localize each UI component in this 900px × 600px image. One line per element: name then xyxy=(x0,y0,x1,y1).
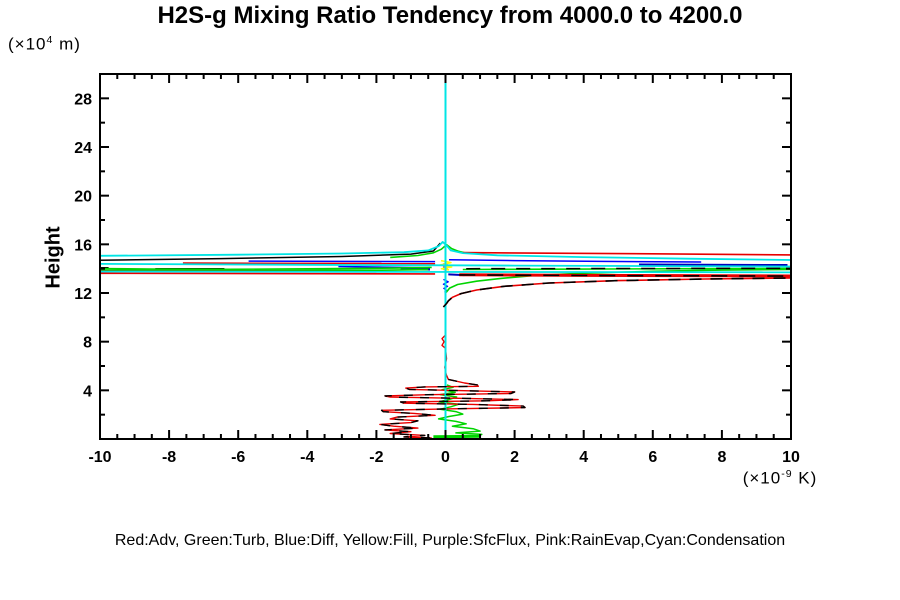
x-tick-labels: -10 -8 -6 -4 -2 0 2 4 6 8 10 xyxy=(88,449,800,466)
legend-text: Red:Adv, Green:Turb, Blue:Diff, Yellow:F… xyxy=(114,532,786,549)
series-turb-bottom xyxy=(434,384,483,440)
series-adv-top-right xyxy=(462,251,792,256)
series-turb-peak xyxy=(390,243,465,259)
y-tick-label: 20 xyxy=(74,189,92,206)
y-tick-labels: 4 8 12 16 20 24 28 xyxy=(74,91,92,400)
chart-title: H2S-g Mixing Ratio Tendency from 4000.0 … xyxy=(157,2,743,29)
x-axis-unit-label: (×10-9 K) xyxy=(660,468,900,489)
series-condensation-mid xyxy=(99,262,792,268)
y-tick-label: 24 xyxy=(74,140,92,157)
x-unit-suffix: K) xyxy=(792,468,818,488)
series-total-upper xyxy=(99,242,441,261)
y-unit-suffix: m) xyxy=(53,34,81,54)
x-tick-label: 4 xyxy=(579,449,588,466)
x-tick-label: 10 xyxy=(782,449,800,466)
series-diff-cross xyxy=(248,260,436,263)
series-adv-spike-8 xyxy=(441,334,447,349)
series-total-dash-curve-low xyxy=(442,277,792,308)
x-tick-label: -2 xyxy=(369,449,383,466)
series-turb-curve-low xyxy=(445,268,792,293)
x-tick-label: -10 xyxy=(88,449,111,466)
x-tick-label: -6 xyxy=(231,449,245,466)
series-adv-curve-low xyxy=(442,277,792,308)
series-lines xyxy=(99,74,792,440)
y-tick-label: 4 xyxy=(83,383,92,400)
series-turb-left-band xyxy=(99,266,432,271)
series-adv-cross-lower xyxy=(99,272,436,275)
axis-ticks xyxy=(99,74,792,439)
series-total-dash-thick-right xyxy=(459,274,792,277)
x-tick-label: -8 xyxy=(162,449,176,466)
x-tick-label: 0 xyxy=(441,449,450,466)
series-turb-bottom-thick xyxy=(433,434,481,439)
series-diff-right-upper xyxy=(448,259,702,263)
x-tick-label: -4 xyxy=(300,449,314,466)
series-total-dash-zigzag xyxy=(379,378,526,439)
series-diff-right-dark xyxy=(638,263,788,267)
x-tick-label: 6 xyxy=(648,449,657,466)
x-unit-exponent: -9 xyxy=(781,468,793,480)
y-tick-label: 28 xyxy=(74,91,92,108)
x-unit-prefix: (×10 xyxy=(742,468,782,488)
x-tick-label: 8 xyxy=(717,449,726,466)
y-tick-label: 8 xyxy=(83,335,92,352)
y-axis-unit-label: (×104 m) xyxy=(8,34,81,55)
series-adv-cross-mid xyxy=(182,262,436,265)
y-tick-label: 12 xyxy=(74,286,92,303)
series-turb-left-band2 xyxy=(99,268,429,272)
y-unit-exponent: 4 xyxy=(46,34,54,46)
y-unit-prefix: (×10 xyxy=(8,34,47,54)
series-adv-zigzag xyxy=(379,348,526,439)
x-tick-label: 2 xyxy=(510,449,519,466)
y-tick-label: 16 xyxy=(74,237,92,254)
